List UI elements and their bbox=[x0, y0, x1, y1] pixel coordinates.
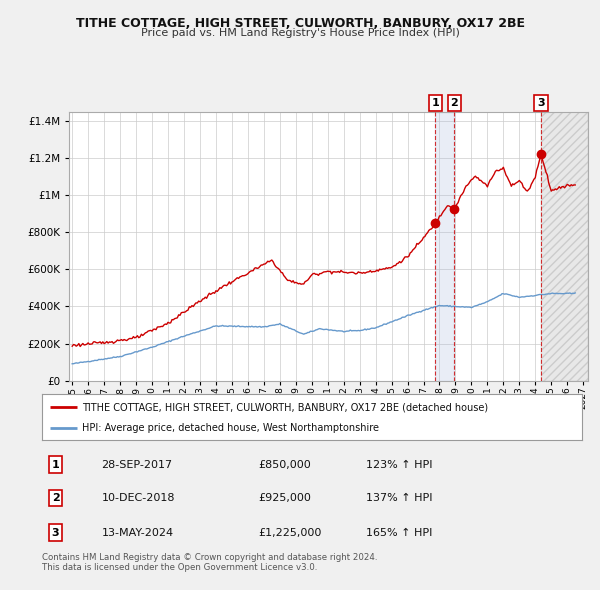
Text: 10-DEC-2018: 10-DEC-2018 bbox=[101, 493, 175, 503]
Text: HPI: Average price, detached house, West Northamptonshire: HPI: Average price, detached house, West… bbox=[83, 423, 380, 433]
Text: 165% ↑ HPI: 165% ↑ HPI bbox=[366, 527, 433, 537]
Text: TITHE COTTAGE, HIGH STREET, CULWORTH, BANBURY, OX17 2BE: TITHE COTTAGE, HIGH STREET, CULWORTH, BA… bbox=[76, 17, 524, 30]
Text: 123% ↑ HPI: 123% ↑ HPI bbox=[366, 460, 433, 470]
Text: 1: 1 bbox=[431, 98, 439, 108]
Text: 13-MAY-2024: 13-MAY-2024 bbox=[101, 527, 173, 537]
Text: 2: 2 bbox=[52, 493, 59, 503]
Text: 1: 1 bbox=[52, 460, 59, 470]
Text: 3: 3 bbox=[537, 98, 545, 108]
Text: 28-SEP-2017: 28-SEP-2017 bbox=[101, 460, 173, 470]
Text: 2: 2 bbox=[451, 98, 458, 108]
Bar bbox=[436, 112, 454, 381]
Text: £1,225,000: £1,225,000 bbox=[258, 527, 322, 537]
Text: Price paid vs. HM Land Registry's House Price Index (HPI): Price paid vs. HM Land Registry's House … bbox=[140, 28, 460, 38]
Bar bbox=[541, 112, 588, 381]
Text: £925,000: £925,000 bbox=[258, 493, 311, 503]
Text: TITHE COTTAGE, HIGH STREET, CULWORTH, BANBURY, OX17 2BE (detached house): TITHE COTTAGE, HIGH STREET, CULWORTH, BA… bbox=[83, 402, 488, 412]
Text: This data is licensed under the Open Government Licence v3.0.: This data is licensed under the Open Gov… bbox=[42, 563, 317, 572]
Text: Contains HM Land Registry data © Crown copyright and database right 2024.: Contains HM Land Registry data © Crown c… bbox=[42, 553, 377, 562]
Text: 3: 3 bbox=[52, 527, 59, 537]
Text: £850,000: £850,000 bbox=[258, 460, 311, 470]
Text: 137% ↑ HPI: 137% ↑ HPI bbox=[366, 493, 433, 503]
